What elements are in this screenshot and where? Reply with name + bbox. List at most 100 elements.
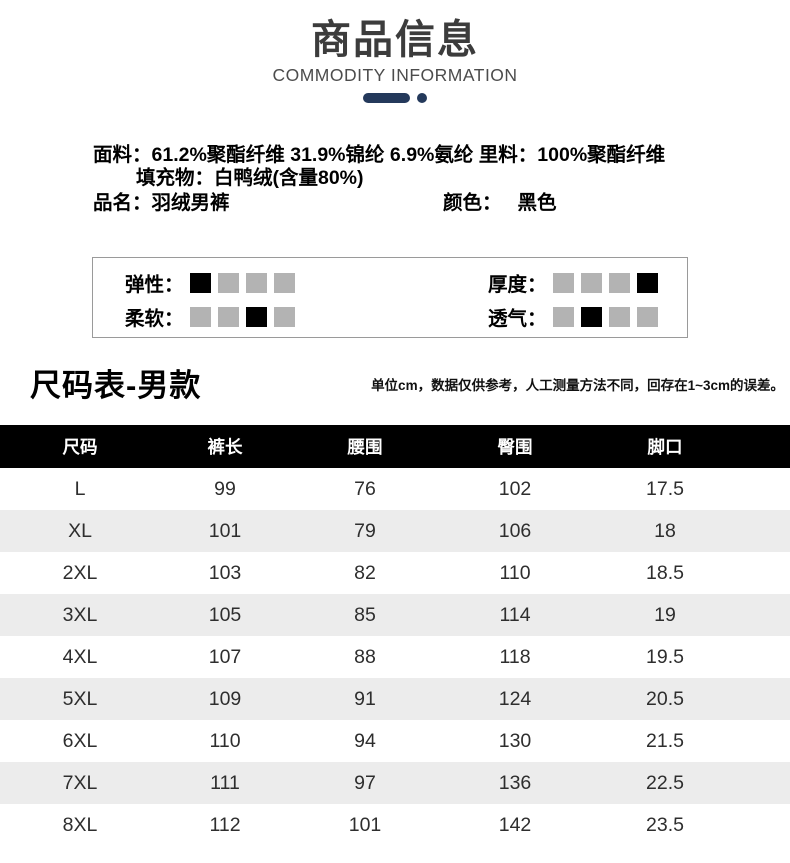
table-row: 7XL 111 97 136 22.5 <box>0 762 790 804</box>
table-row: 2XL 103 82 110 18.5 <box>0 552 790 594</box>
table-cell: 97 <box>354 771 376 794</box>
table-cell: 79 <box>354 519 376 542</box>
table-cell: 111 <box>210 771 240 794</box>
table-cell: 19 <box>654 603 676 626</box>
table-cell: 21.5 <box>646 729 684 752</box>
property-label: 厚度： <box>488 274 547 296</box>
property-level-blocks <box>189 306 302 327</box>
fabric-line: 面料：61.2%聚酯纤维 31.9%锦纶 6.9%氨纶 里料：100%聚酯纤维 <box>93 144 760 167</box>
table-cell: 88 <box>354 645 376 668</box>
property-item: 弹性： <box>93 269 423 296</box>
property-item: 柔软： <box>93 303 423 330</box>
property-label: 弹性： <box>125 274 184 296</box>
size-table-header-row: 尺码 裤长 腰围 臀围 脚口 <box>0 425 790 468</box>
level-block-inactive <box>189 306 211 327</box>
level-block-inactive <box>217 306 239 327</box>
table-cell: 124 <box>498 687 532 710</box>
table-cell: 101 <box>208 519 242 542</box>
table-cell: 130 <box>498 729 532 752</box>
product-name-value: 羽绒男裤 <box>151 192 230 214</box>
table-cell: 4XL <box>62 645 98 668</box>
table-cell: 82 <box>354 561 376 584</box>
size-table-body: L 99 76 102 17.5 XL 101 79 106 18 2XL 103 82 110 18.5 3… <box>0 468 790 846</box>
table-cell: 19.5 <box>646 645 684 668</box>
product-info-section: 面料：61.2%聚酯纤维 31.9%锦纶 6.9%氨纶 里料：100%聚酯纤维 … <box>93 144 760 215</box>
level-block-inactive <box>245 272 267 293</box>
level-block-inactive <box>636 306 658 327</box>
level-block-inactive <box>608 306 630 327</box>
page-subtitle: COMMODITY INFORMATION <box>272 65 518 85</box>
property-item: 厚度： <box>423 269 687 296</box>
fabric-label: 面料： <box>93 144 152 166</box>
level-block-inactive <box>273 272 295 293</box>
size-chart-note: 单位cm，数据仅供参考，人工测量方法不同，回存在1~3cm的误差。 <box>371 378 784 393</box>
name-color-line: 品名：羽绒男裤 颜色： 黑色 <box>93 192 760 215</box>
table-cell: 106 <box>498 519 532 542</box>
level-block-inactive <box>273 306 295 327</box>
column-header: 腰围 <box>347 437 383 457</box>
level-block-inactive <box>552 272 574 293</box>
column-header: 脚口 <box>647 437 683 457</box>
table-cell: 94 <box>354 729 376 752</box>
level-block-inactive <box>580 272 602 293</box>
property-label: 透气： <box>488 308 547 330</box>
table-cell: 114 <box>499 603 531 626</box>
level-block-inactive <box>608 272 630 293</box>
table-cell: 7XL <box>62 771 98 794</box>
property-item: 透气： <box>423 303 687 330</box>
size-table-header: 尺码 裤长 腰围 臀围 脚口 <box>0 425 790 468</box>
table-cell: 8XL <box>62 813 98 836</box>
page-header: 商品信息 COMMODITY INFORMATION <box>0 16 790 103</box>
property-level-blocks <box>552 272 665 293</box>
table-cell: 76 <box>354 477 376 500</box>
property-label: 柔软： <box>125 308 184 330</box>
size-chart-heading: 尺码表-男款 单位cm，数据仅供参考，人工测量方法不同，回存在1~3cm的误差。 <box>0 360 790 410</box>
level-block-active <box>636 272 658 293</box>
color-label: 颜色： <box>443 192 502 214</box>
table-row: 8XL 112 101 142 23.5 <box>0 804 790 846</box>
table-cell: 20.5 <box>646 687 684 710</box>
column-header: 臀围 <box>497 437 533 457</box>
table-cell: 109 <box>208 687 242 710</box>
table-cell: 2XL <box>62 561 98 584</box>
property-level-blocks <box>552 306 665 327</box>
table-cell: XL <box>68 519 92 542</box>
table-cell: 23.5 <box>646 813 684 836</box>
table-cell: 85 <box>354 603 376 626</box>
table-cell: L <box>74 477 86 500</box>
product-name-label: 品名： <box>93 192 152 214</box>
column-header: 尺码 <box>62 437 98 457</box>
property-level-blocks <box>189 272 302 293</box>
divider-pill-icon <box>363 93 410 103</box>
level-block-active <box>245 306 267 327</box>
table-row: XL 101 79 106 18 <box>0 510 790 552</box>
table-cell: 99 <box>214 477 236 500</box>
size-table: 尺码 裤长 腰围 臀围 脚口 L 99 76 102 17.5 XL 101 79 106 18 2XL 10… <box>0 425 790 846</box>
table-cell: 105 <box>208 603 242 626</box>
table-row: 6XL 110 94 130 21.5 <box>0 720 790 762</box>
property-rating-box: 弹性： 厚度： 柔软： 透气： <box>92 257 688 338</box>
level-block-active <box>189 272 211 293</box>
table-cell: 17.5 <box>646 477 684 500</box>
page-title: 商品信息 <box>311 18 479 62</box>
table-cell: 136 <box>498 771 532 794</box>
divider-dot-icon <box>417 93 427 103</box>
level-block-inactive <box>217 272 239 293</box>
table-cell: 5XL <box>62 687 98 710</box>
size-chart-title: 尺码表-男款 <box>30 368 202 403</box>
table-cell: 6XL <box>62 729 98 752</box>
table-cell: 91 <box>354 687 376 710</box>
table-row: 5XL 109 91 124 20.5 <box>0 678 790 720</box>
table-cell: 112 <box>209 813 241 836</box>
color-group: 颜色： 黑色 <box>443 192 557 215</box>
table-row: 3XL 105 85 114 19 <box>0 594 790 636</box>
table-cell: 18 <box>654 519 676 542</box>
table-cell: 107 <box>208 645 242 668</box>
table-cell: 18.5 <box>646 561 684 584</box>
column-header: 裤长 <box>207 437 243 457</box>
table-cell: 22.5 <box>646 771 684 794</box>
table-row: L 99 76 102 17.5 <box>0 468 790 510</box>
table-cell: 110 <box>499 561 531 584</box>
header-divider <box>0 93 790 103</box>
